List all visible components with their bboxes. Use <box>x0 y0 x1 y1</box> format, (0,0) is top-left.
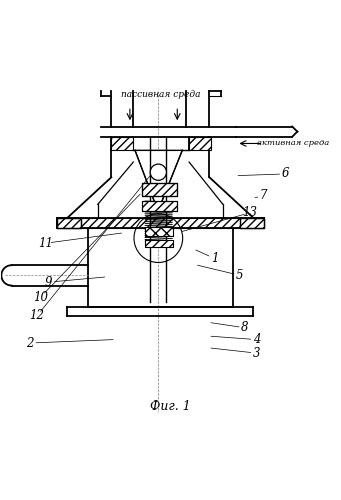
Text: 2: 2 <box>26 336 34 349</box>
Text: 7: 7 <box>260 190 267 202</box>
Text: 6: 6 <box>282 168 289 180</box>
Bar <box>57 218 264 228</box>
Text: Фиг. 1: Фиг. 1 <box>150 400 191 413</box>
Bar <box>240 218 264 228</box>
Text: 12: 12 <box>29 310 44 322</box>
Text: 11: 11 <box>38 236 53 250</box>
Bar <box>142 183 177 196</box>
Text: 3: 3 <box>253 346 261 360</box>
Bar <box>145 228 173 236</box>
Bar <box>142 201 177 211</box>
Circle shape <box>150 164 166 180</box>
Text: 9: 9 <box>45 276 53 288</box>
Text: 4: 4 <box>253 333 261 346</box>
Polygon shape <box>135 150 182 211</box>
Bar <box>57 218 264 228</box>
Bar <box>142 183 177 196</box>
Text: 13: 13 <box>242 206 257 220</box>
Text: 1: 1 <box>211 252 218 265</box>
Text: пассивная среда: пассивная среда <box>121 90 200 100</box>
Text: 5: 5 <box>236 269 243 282</box>
Bar <box>145 228 173 236</box>
Bar <box>145 240 173 248</box>
Bar <box>111 136 133 150</box>
Text: активная среда: активная среда <box>257 140 329 147</box>
Bar <box>57 218 81 228</box>
Text: 8: 8 <box>241 322 249 334</box>
Bar <box>142 201 177 211</box>
Text: 10: 10 <box>33 291 48 304</box>
Bar <box>57 218 81 228</box>
Bar <box>240 218 264 228</box>
Bar <box>189 136 211 150</box>
Bar <box>145 240 173 248</box>
